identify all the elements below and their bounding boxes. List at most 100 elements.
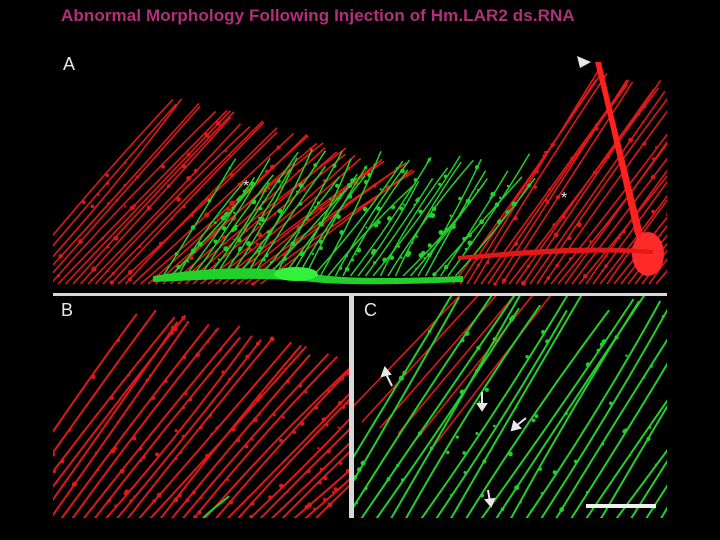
fiber — [177, 147, 347, 285]
varicosity — [231, 259, 234, 262]
varicosity — [273, 212, 277, 216]
fiber — [334, 159, 411, 277]
green-fibers — [354, 296, 667, 518]
varicosity — [313, 163, 318, 168]
varicosity — [513, 215, 518, 221]
varicosity — [529, 509, 532, 512]
varicosity — [355, 501, 358, 505]
varicosity — [242, 189, 247, 194]
varicosity — [146, 205, 152, 211]
varicosity — [538, 280, 540, 283]
varicosity — [618, 236, 621, 240]
fiber — [465, 309, 610, 518]
varicosity — [567, 236, 572, 241]
varicosity — [78, 239, 83, 245]
red-fibers — [53, 309, 349, 518]
fiber — [72, 111, 235, 285]
varicosity — [269, 336, 275, 342]
fiber — [87, 123, 242, 285]
varicosity — [314, 405, 319, 410]
varicosity — [326, 448, 331, 454]
varicosity — [280, 507, 283, 510]
varicosity — [269, 241, 273, 245]
varicosity — [428, 214, 433, 218]
varicosity — [429, 446, 434, 450]
varicosity — [482, 459, 487, 464]
varicosity — [337, 426, 340, 429]
varicosity — [190, 213, 194, 217]
varicosity — [625, 354, 628, 357]
varicosity — [176, 197, 181, 202]
varicosity — [258, 413, 261, 416]
fiber — [361, 296, 479, 423]
varicosity — [105, 181, 110, 185]
varicosity — [533, 168, 539, 174]
fiber — [132, 132, 295, 285]
varicosity — [585, 491, 589, 494]
fiber — [53, 110, 217, 283]
fiber — [387, 159, 474, 277]
varicosity — [497, 219, 502, 225]
varicosity — [189, 256, 194, 261]
varicosity — [297, 169, 301, 173]
varicosity — [323, 475, 328, 481]
varicosity — [114, 504, 118, 508]
varicosity — [170, 325, 176, 331]
varicosity — [204, 132, 210, 138]
fiber — [252, 165, 327, 277]
varicosity — [270, 164, 275, 170]
varicosity — [282, 256, 287, 261]
fiber — [222, 168, 291, 277]
varicosity — [610, 482, 612, 484]
fiber — [606, 198, 667, 285]
arrow-markers — [380, 366, 527, 508]
varicosity — [465, 198, 471, 204]
fiber — [648, 257, 667, 285]
varicosity — [365, 226, 368, 229]
varicosity — [589, 134, 593, 138]
fiber — [102, 120, 264, 285]
varicosity — [418, 252, 424, 258]
fiber — [71, 327, 220, 518]
varicosity — [340, 377, 344, 381]
fiber — [53, 309, 157, 455]
varicosity — [306, 469, 311, 473]
varicosity — [174, 457, 178, 461]
red-fibers-left — [53, 98, 416, 286]
varicosity — [94, 451, 98, 455]
varicosity — [320, 171, 323, 174]
varicosity — [432, 206, 437, 211]
varicosity — [559, 507, 565, 512]
varicosity — [338, 196, 342, 200]
asterisk-marker: * — [561, 190, 568, 207]
varicosity — [308, 152, 311, 155]
varicosity — [555, 263, 559, 268]
varicosity — [116, 338, 121, 343]
varicosity — [105, 173, 109, 177]
fiber — [53, 99, 174, 237]
panel-c: C — [354, 296, 667, 518]
varicosity — [188, 397, 193, 402]
fiber — [93, 336, 242, 518]
varicosity — [364, 486, 368, 491]
varicosity — [232, 226, 238, 231]
varicosity — [477, 188, 480, 192]
varicosity — [371, 248, 377, 254]
varicosity — [231, 426, 236, 432]
varicosity — [601, 442, 605, 446]
fiber — [420, 296, 569, 518]
varicosity — [90, 508, 93, 511]
fiber — [204, 367, 349, 518]
fiber — [354, 296, 493, 508]
varicosity — [151, 395, 156, 400]
varicosity — [356, 247, 362, 253]
varicosity — [449, 493, 453, 496]
varicosity — [320, 164, 323, 167]
fiber — [364, 177, 434, 277]
fiber — [360, 296, 516, 518]
varicosity — [263, 479, 266, 482]
varicosity — [251, 438, 254, 441]
varicosity — [222, 235, 226, 239]
varicosity — [415, 235, 419, 238]
varicosity — [316, 201, 321, 205]
